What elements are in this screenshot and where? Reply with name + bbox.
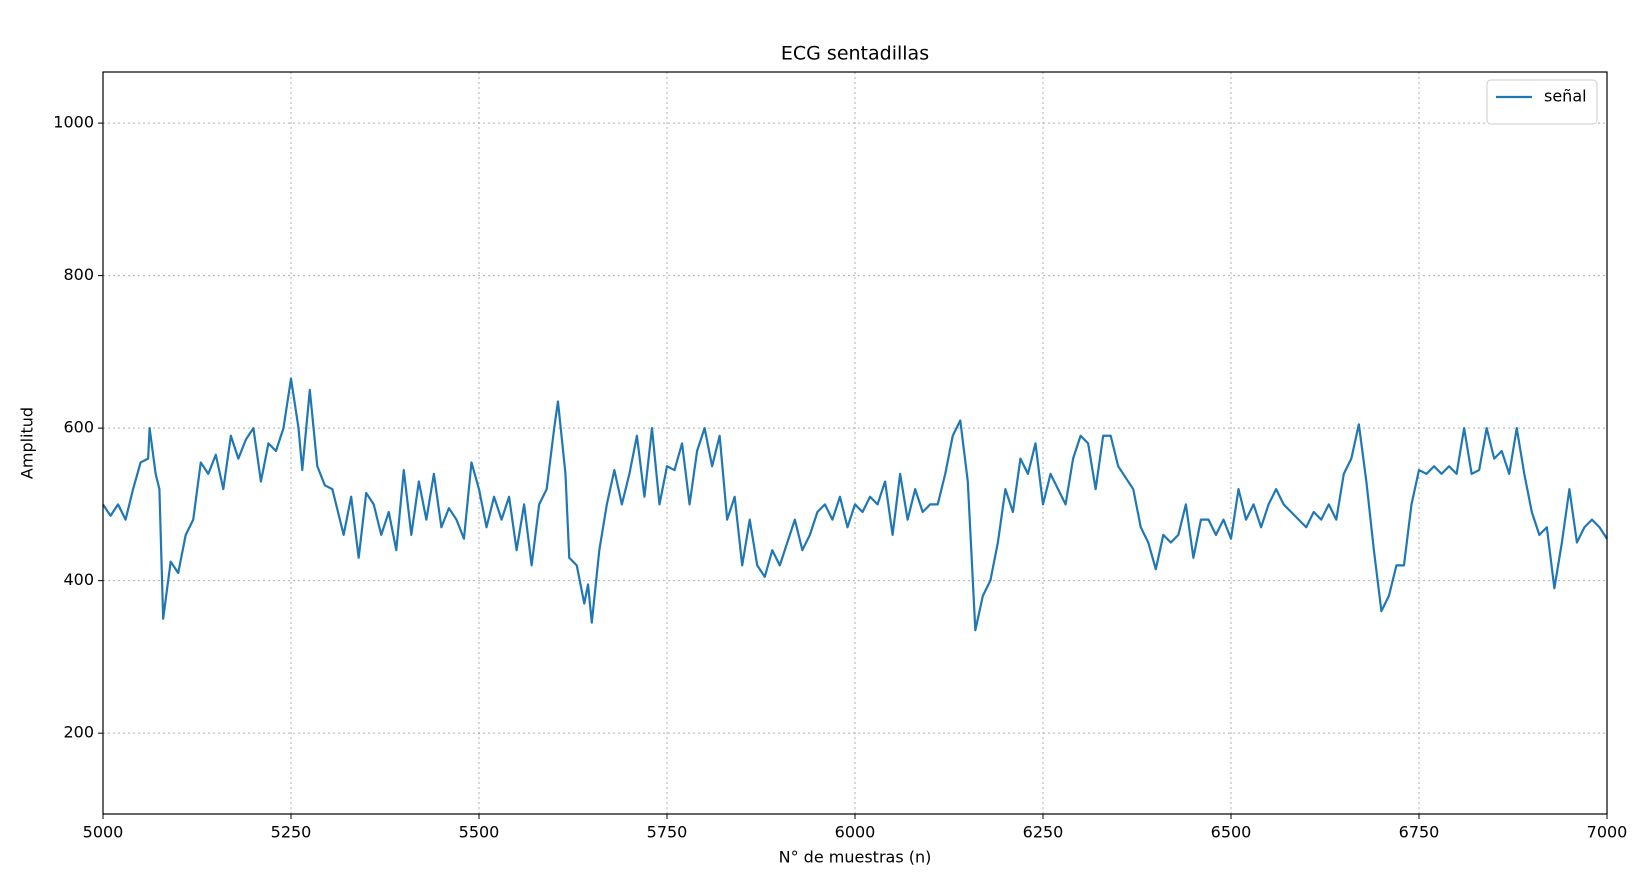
x-tick-label: 5000 (83, 823, 124, 842)
x-tick-label: 6500 (1211, 823, 1252, 842)
x-tick-label: 6250 (1023, 823, 1064, 842)
line-series (102, 377, 1608, 632)
y-tick-label: 600 (63, 418, 94, 437)
x-axis-label: N° de muestras (n) (779, 848, 932, 867)
y-tick-label: 1000 (53, 113, 94, 132)
x-tick-label: 5750 (647, 823, 688, 842)
x-tick-label: 7000 (1587, 823, 1628, 842)
y-tick-label: 200 (63, 723, 94, 742)
x-tick-label: 6000 (835, 823, 876, 842)
y-tick-label: 800 (63, 265, 94, 284)
x-tick-label: 6750 (1399, 823, 1440, 842)
y-axis-label: Amplitud (18, 407, 37, 479)
legend-box (1486, 79, 1598, 125)
chart-title: ECG sentadillas (781, 43, 929, 65)
legend-label: señal (1544, 87, 1587, 106)
x-tick-label: 5250 (271, 823, 312, 842)
y-tick-label: 400 (63, 570, 94, 589)
plot-frame (102, 71, 1608, 815)
x-tick-label: 5500 (459, 823, 500, 842)
